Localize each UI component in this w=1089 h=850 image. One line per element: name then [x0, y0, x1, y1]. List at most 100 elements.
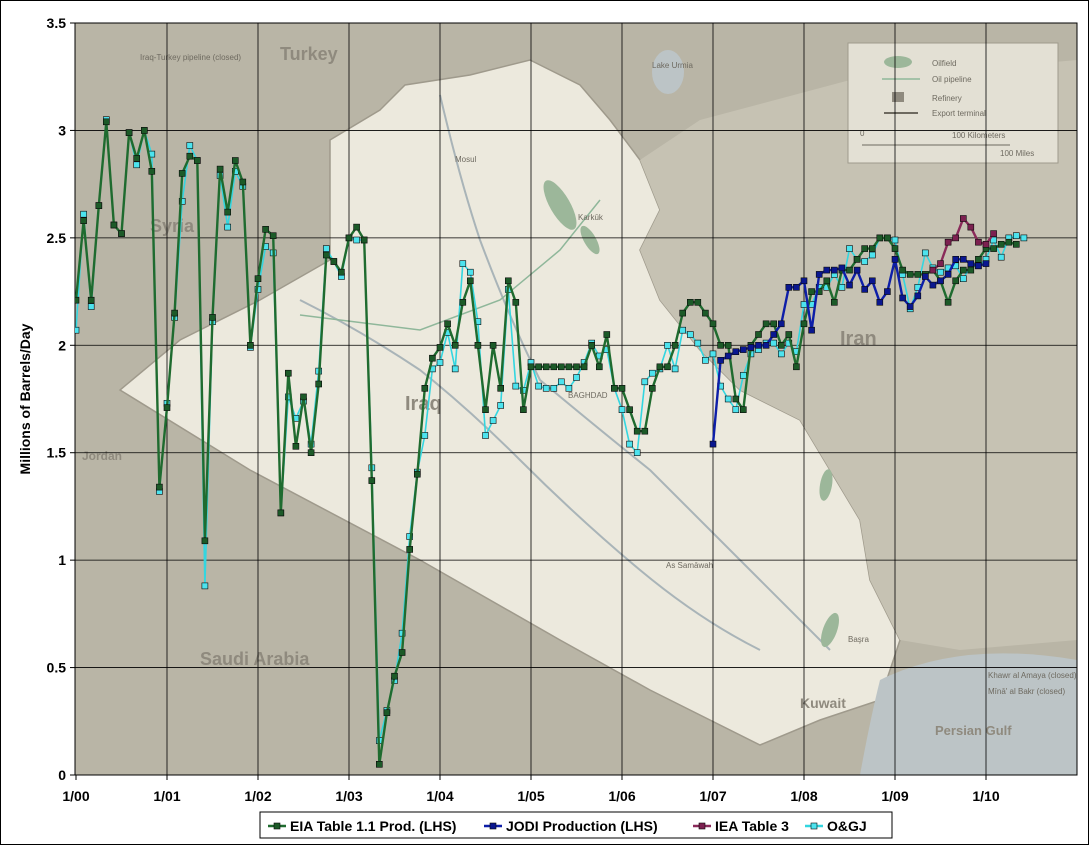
data-point — [322, 245, 330, 252]
map-oilfield — [819, 469, 833, 501]
data-point — [777, 320, 785, 328]
data-point — [944, 298, 952, 306]
data-point — [891, 245, 899, 252]
data-point — [694, 298, 702, 306]
x-tick-label: 1/04 — [426, 788, 453, 804]
data-point — [846, 281, 853, 289]
data-point — [679, 309, 687, 317]
x-tick-label: 1/08 — [790, 788, 817, 804]
data-point — [178, 170, 186, 177]
data-point — [876, 298, 884, 306]
data-point — [588, 341, 596, 349]
data-point — [937, 260, 944, 267]
x-tick-label: 1/05 — [517, 788, 544, 804]
data-point — [997, 253, 1005, 261]
data-point — [770, 320, 778, 328]
data-point — [641, 427, 649, 435]
data-point — [436, 359, 444, 366]
map-label-saudi-arabia: Saudi Arabia — [200, 649, 310, 669]
map-euphrates-river — [299, 299, 761, 651]
data-point — [512, 298, 520, 306]
data-point — [1005, 238, 1013, 246]
data-point — [717, 341, 724, 349]
data-point — [755, 341, 762, 349]
data-point — [482, 432, 489, 439]
data-point — [186, 152, 194, 160]
map-label-turkey: Turkey — [280, 44, 338, 64]
data-point — [808, 326, 815, 334]
x-tick-label: 1/02 — [244, 788, 271, 804]
map-legend-scale-zero: 0 — [860, 129, 865, 138]
data-point — [171, 309, 178, 317]
data-point — [474, 341, 482, 349]
data-point — [520, 406, 527, 414]
data-point — [580, 363, 588, 371]
data-point — [80, 210, 87, 218]
data-point — [975, 238, 982, 246]
map-legend-scale-miles: 100 Miles — [1000, 149, 1034, 158]
data-point — [724, 341, 732, 349]
data-point — [542, 363, 550, 371]
data-point — [535, 363, 542, 371]
data-point — [110, 221, 118, 229]
data-point — [148, 168, 156, 175]
data-point — [891, 255, 899, 263]
data-point — [595, 363, 603, 371]
y-tick-label: 3 — [58, 122, 66, 138]
data-point — [421, 384, 429, 392]
legend-marker-swatch — [698, 822, 706, 830]
map-oilfield — [820, 612, 840, 648]
legend-marker-swatch — [489, 822, 497, 830]
data-point — [800, 301, 808, 308]
data-point — [891, 236, 899, 244]
data-point — [899, 266, 906, 274]
data-point — [830, 266, 838, 274]
data-point — [739, 346, 747, 353]
data-point — [952, 234, 960, 242]
data-point — [793, 283, 800, 291]
data-point — [512, 382, 520, 390]
data-point — [664, 341, 671, 349]
map-legend-refinery: Refinery — [932, 94, 962, 103]
data-point — [573, 374, 580, 381]
data-point — [406, 546, 414, 553]
data-point — [732, 395, 740, 403]
data-point — [573, 363, 580, 371]
data-point — [777, 341, 785, 349]
data-point — [861, 286, 869, 293]
data-point — [868, 245, 876, 252]
map-label-jordan: Jordan — [82, 449, 122, 463]
data-point — [686, 331, 694, 338]
data-point — [982, 241, 990, 248]
data-point — [975, 255, 982, 263]
data-point — [87, 296, 95, 304]
data-point — [163, 404, 171, 411]
data-point — [641, 378, 649, 386]
map-lake — [652, 50, 684, 94]
x-tick-label: 1/06 — [608, 788, 635, 804]
y-tick-label: 2.5 — [47, 230, 67, 246]
data-point — [535, 382, 542, 390]
data-point — [466, 268, 474, 276]
data-point — [489, 341, 497, 349]
data-point — [489, 417, 497, 424]
data-point — [967, 223, 975, 231]
data-point — [391, 672, 398, 680]
legend: EIA Table 1.1 Prod. (LHS) JODI Production… — [268, 818, 867, 834]
map-legend-scale-km: 100 Kilometers — [952, 131, 1005, 140]
data-point — [75, 296, 80, 304]
data-point — [239, 178, 247, 186]
data-point — [777, 350, 785, 358]
data-point — [542, 384, 550, 392]
data-point — [884, 234, 891, 242]
data-point — [709, 320, 717, 328]
data-point — [709, 350, 717, 358]
data-point — [868, 277, 876, 285]
data-point — [724, 352, 732, 360]
data-point — [224, 208, 231, 216]
data-point — [482, 406, 489, 414]
plot-area-border — [74, 22, 1078, 776]
map-iran-territory — [640, 60, 1077, 650]
data-point — [686, 298, 694, 306]
